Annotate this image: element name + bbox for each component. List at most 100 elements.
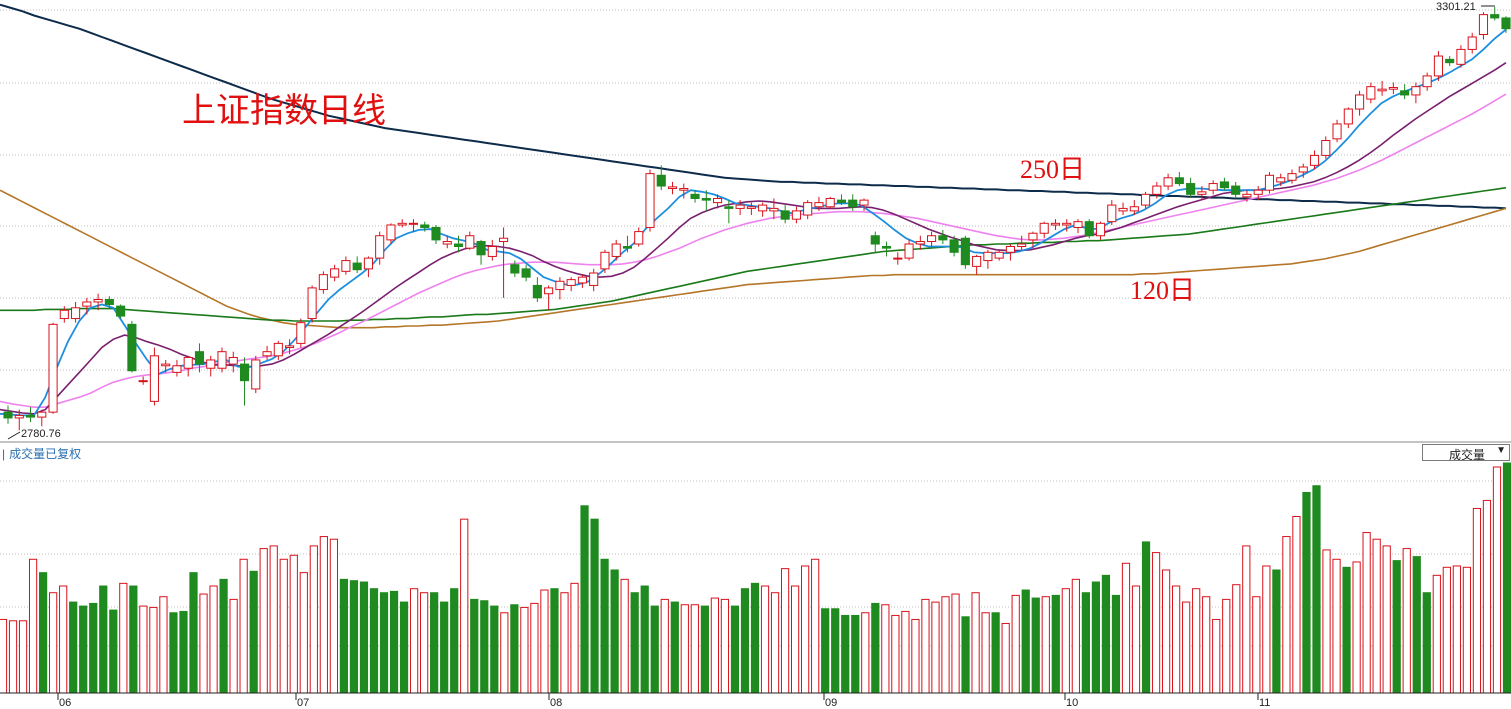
candle-body — [285, 345, 295, 349]
candle-body — [487, 246, 497, 257]
candle-body — [1107, 204, 1117, 223]
volume-bar — [1382, 545, 1391, 694]
candle-body — [1377, 88, 1387, 92]
volume-bar — [420, 592, 429, 694]
volume-bar — [550, 588, 559, 694]
candle-body — [1309, 154, 1320, 166]
volume-bar — [1362, 532, 1371, 694]
candle-body — [510, 264, 520, 274]
volume-bar — [1242, 545, 1251, 694]
volume-bar — [730, 605, 740, 694]
volume-bar — [740, 588, 750, 694]
candle-body — [1501, 17, 1511, 30]
candle-body — [1005, 246, 1015, 253]
volume-bar — [409, 588, 419, 694]
volume-bar — [279, 558, 288, 694]
volume-bar — [851, 614, 860, 694]
volume-bar — [981, 612, 990, 694]
volume-title-text: 成交量已复权 — [9, 447, 82, 461]
volume-bar — [1482, 499, 1492, 694]
volume-bar — [1392, 560, 1401, 694]
volume-bar — [640, 585, 649, 694]
volume-bar — [1402, 548, 1411, 694]
volume-bar — [921, 598, 930, 694]
candle-body — [1433, 55, 1443, 77]
volume-bar — [269, 545, 278, 694]
candle-body — [127, 323, 137, 372]
volume-bar — [750, 582, 760, 694]
volume-bar — [500, 612, 509, 694]
candle-body — [273, 342, 283, 357]
volume-bar — [1412, 556, 1421, 694]
volume-bar — [1422, 592, 1431, 694]
candle-body — [1141, 193, 1151, 206]
ma60-line — [0, 186, 1507, 322]
volume-bar — [951, 593, 960, 694]
volume-bar — [1001, 622, 1010, 694]
volume-bar — [1081, 592, 1090, 694]
candle-body — [239, 363, 250, 382]
indicator-select[interactable]: 成交量 ▼ — [1422, 444, 1510, 462]
candle-body — [746, 206, 756, 209]
candle-body — [972, 255, 982, 267]
volume-bar — [480, 600, 489, 694]
volume-bar — [1021, 589, 1030, 694]
volume-bar — [329, 538, 338, 694]
candle-body — [397, 222, 407, 226]
chevron-down-icon[interactable]: ▼ — [1496, 445, 1506, 456]
candle-body — [566, 279, 576, 286]
volume-bar — [1111, 594, 1121, 694]
volume-bar — [1091, 581, 1101, 694]
volume-bar — [169, 612, 178, 694]
volume-bar — [229, 598, 238, 694]
candle-body — [1084, 221, 1094, 237]
volume-bar — [1292, 515, 1301, 694]
candle-body — [577, 276, 587, 284]
candle-body — [521, 268, 531, 278]
volume-bar — [1222, 598, 1231, 694]
candle-body — [1050, 222, 1061, 226]
volume-bar — [1071, 578, 1080, 694]
candle-body — [476, 241, 486, 256]
volume-bar — [560, 592, 569, 694]
candle-body — [48, 323, 58, 413]
volume-bar — [1151, 552, 1161, 694]
volume-bar — [1492, 466, 1502, 694]
volume-bar — [490, 605, 499, 694]
volume-bar — [891, 614, 900, 694]
volume-bar — [79, 605, 88, 694]
candle-body — [724, 206, 734, 209]
volume-bar — [69, 601, 78, 694]
candle-body — [1253, 189, 1263, 195]
candle-body — [600, 251, 610, 270]
volume-bar — [630, 592, 639, 694]
candle-body — [341, 260, 351, 272]
candle-body — [375, 235, 385, 259]
volume-bar — [780, 568, 790, 694]
volume-bar — [670, 601, 679, 694]
ma120-line — [0, 189, 1507, 329]
candle-body — [408, 222, 419, 225]
volume-bar — [339, 578, 349, 694]
candle-body — [735, 204, 745, 209]
ma250-line — [0, 3, 1507, 210]
candle-body — [1478, 14, 1489, 36]
candle-body — [1276, 177, 1286, 183]
indicator-select-label: 成交量 — [1449, 448, 1486, 462]
candle-body — [791, 210, 801, 220]
candle-body — [1039, 222, 1049, 234]
candle-body — [228, 356, 238, 365]
volume-bar — [520, 606, 529, 694]
candle-body — [453, 243, 464, 248]
candle-body — [1321, 140, 1331, 156]
volume-bar — [901, 610, 910, 694]
x-tick-label: 09 — [825, 697, 837, 709]
candle-body — [1445, 58, 1455, 64]
candle-body — [870, 235, 880, 245]
volume-bar — [1192, 588, 1201, 694]
candle-body — [206, 359, 216, 369]
x-tick-label: 10 — [1066, 697, 1078, 709]
volume-bar — [109, 609, 118, 694]
candle-body — [690, 193, 700, 199]
